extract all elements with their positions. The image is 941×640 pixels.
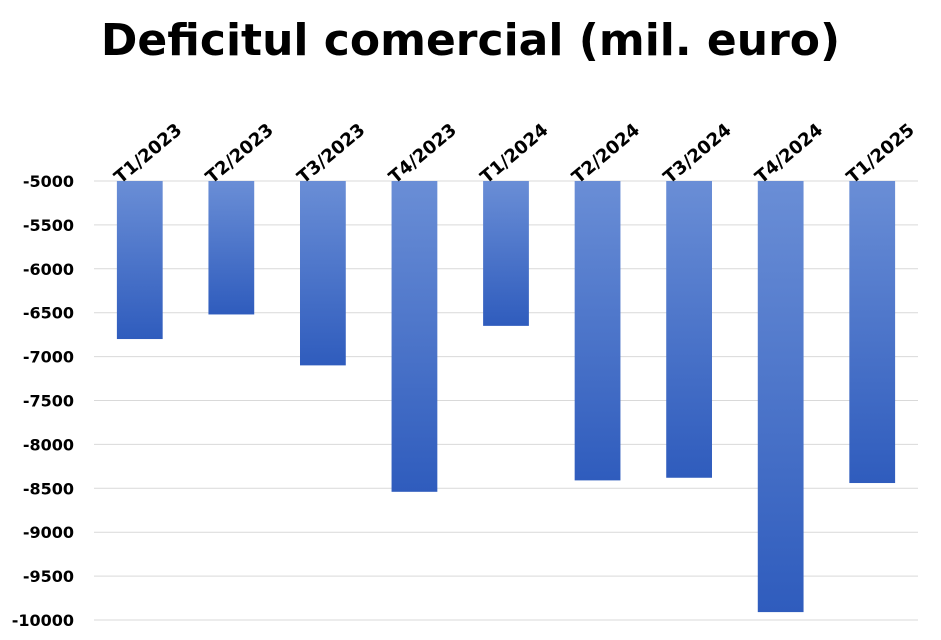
y-tick-label: -10000 xyxy=(12,611,74,630)
y-tick-label: -5500 xyxy=(23,216,74,235)
bar-t1-2025 xyxy=(849,181,896,484)
y-tick-label: -7000 xyxy=(23,348,74,367)
category-label: T4/2023 xyxy=(385,120,461,188)
bar-t3-2024 xyxy=(666,181,712,478)
chart-title: Deficitul comercial (mil. euro) xyxy=(100,15,841,66)
bar-t1-2024 xyxy=(483,181,529,326)
bar-t4-2023 xyxy=(391,181,438,492)
y-tick-label: -7500 xyxy=(23,392,74,411)
category-labels: T1/2023 T2/2023 T3/2023 T4/2023 T1/2024 T2/20… xyxy=(110,120,918,188)
bar-t2-2024 xyxy=(574,181,621,481)
y-axis-tick-labels: -5000 -5500 -6000 -6500 -7000 -7500 -8000 -8500… xyxy=(12,172,74,630)
category-label: T1/2024 xyxy=(477,120,553,188)
bars xyxy=(116,181,896,613)
category-label: T4/2024 xyxy=(751,120,827,188)
category-label: T1/2023 xyxy=(110,120,186,188)
category-label: T2/2023 xyxy=(202,120,278,188)
bar-t1-2023 xyxy=(116,181,163,340)
y-tick-label: -9500 xyxy=(23,567,74,586)
bar-t2-2023 xyxy=(208,181,255,315)
y-tick-label: -9000 xyxy=(23,523,74,542)
category-label: T2/2024 xyxy=(568,120,644,188)
y-tick-label: -6000 xyxy=(23,260,74,279)
y-tick-label: -6500 xyxy=(23,304,74,323)
y-tick-label: -8500 xyxy=(23,479,74,498)
bar-t3-2023 xyxy=(300,181,346,366)
y-tick-label: -8000 xyxy=(23,435,74,454)
y-tick-label: -5000 xyxy=(23,172,74,191)
bar-t4-2024 xyxy=(757,181,804,613)
category-label: T1/2025 xyxy=(843,120,919,188)
category-label: T3/2023 xyxy=(293,120,369,188)
category-label: T3/2024 xyxy=(660,120,736,188)
